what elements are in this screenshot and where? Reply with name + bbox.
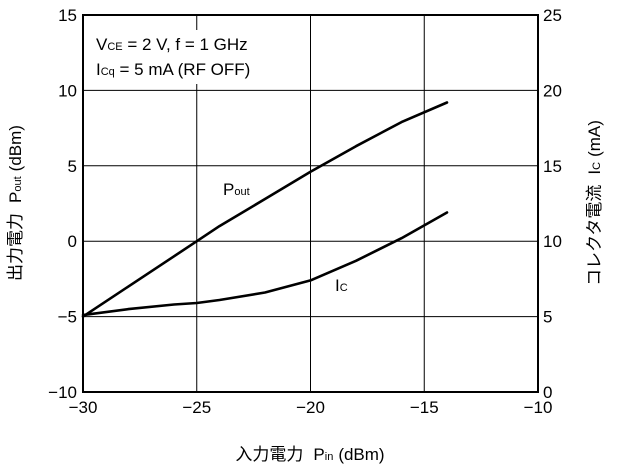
y-left-tick-label: −5	[58, 308, 77, 327]
series-label-ic: IC	[335, 276, 348, 295]
x-tick-label: −15	[410, 398, 439, 417]
y-right-tick-label: 5	[543, 308, 552, 327]
series-lines	[81, 101, 449, 318]
annotation-line-2: ICq = 5 mA (RF OFF)	[96, 60, 250, 79]
x-tick-label: −10	[524, 398, 553, 417]
series-line-ic	[81, 211, 449, 317]
y-left-tick-label: −10	[48, 383, 77, 402]
grid-lines	[83, 15, 538, 392]
series-line-pout	[81, 101, 449, 318]
y-right-tick-label: 25	[543, 6, 562, 25]
y-left-tick-label: 0	[68, 232, 77, 251]
plot-frame	[82, 14, 539, 393]
y-axis-right-label: コレクタ電流IC(mA)	[585, 120, 604, 286]
y-left-tick-label: 15	[58, 6, 77, 25]
y-right-tick-label: 20	[543, 81, 562, 100]
y-left-tick-label: 5	[68, 157, 77, 176]
x-tick-label: −25	[182, 398, 211, 417]
y-right-tick-label: 10	[543, 232, 562, 251]
series-label-pout: Pout	[223, 180, 250, 199]
x-tick-label: −20	[296, 398, 325, 417]
annotation-line-1: VCE = 2 V, f = 1 GHz	[96, 35, 248, 54]
y-axis-left-label: 出力電力Pout(dBm)	[6, 125, 25, 281]
x-tick-label: −30	[69, 398, 98, 417]
y-right-tick-label: 15	[543, 157, 562, 176]
annotation-background	[88, 30, 308, 84]
y-left-tick-label: 10	[58, 81, 77, 100]
annotation-box: VCE = 2 V, f = 1 GHz ICq = 5 mA (RF OFF)	[88, 30, 308, 84]
ticks: −30 −25 −20 −15 −10 −10 −5 0 5 10 15 0 5 10 15 20 25	[48, 6, 562, 417]
y-right-tick-label: 0	[543, 383, 552, 402]
x-axis-label: 入力電力 Pin (dBm)	[235, 445, 384, 464]
